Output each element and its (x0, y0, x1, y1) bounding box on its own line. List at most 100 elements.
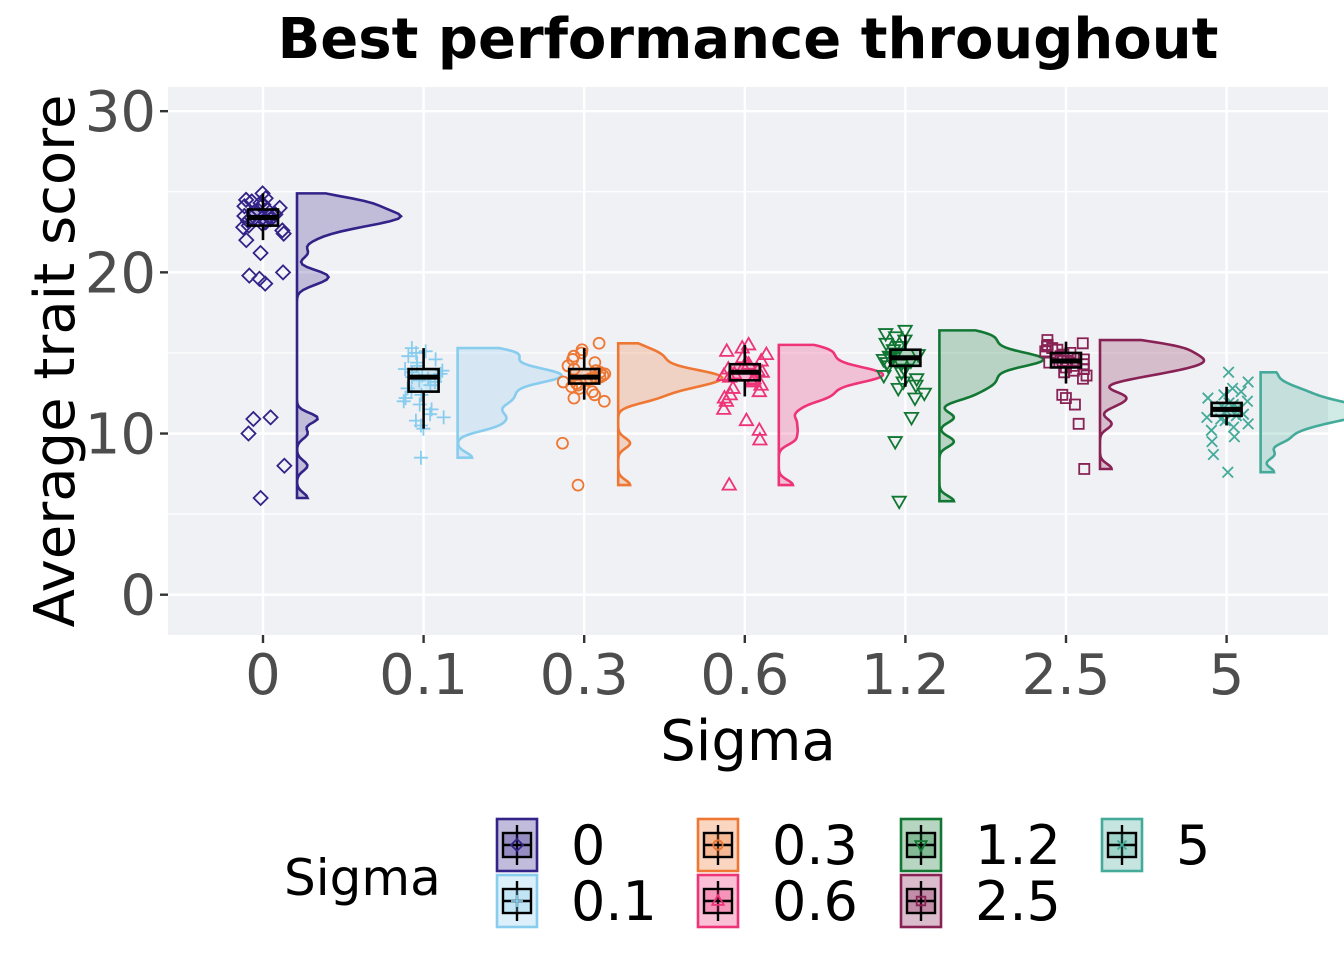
data-point (240, 217, 258, 234)
data-point (875, 370, 892, 385)
data-point (567, 391, 581, 405)
data-point (751, 382, 768, 398)
legend-label: 0.1 (571, 870, 657, 933)
data-point (877, 328, 894, 343)
data-point (1206, 435, 1218, 448)
data-point (257, 214, 274, 231)
legend-key (899, 817, 943, 873)
data-point (1235, 385, 1247, 398)
data-point (715, 400, 732, 415)
x-tick-label: 0.1 (379, 643, 468, 708)
data-point (1228, 430, 1241, 443)
boxplots (246, 193, 1243, 429)
data-point (721, 368, 738, 383)
data-point (276, 457, 293, 475)
data-point (237, 191, 255, 209)
data-point (241, 267, 258, 284)
x-tick-label: 2.5 (1021, 643, 1110, 708)
legend-key-marker (913, 840, 929, 853)
data-point (556, 436, 569, 450)
data-point (1202, 392, 1214, 404)
data-point (1080, 369, 1093, 382)
data-point (575, 346, 588, 360)
data-point (1205, 424, 1218, 437)
legend-key (495, 817, 539, 873)
box-body (407, 367, 440, 393)
data-point (236, 197, 253, 215)
legend-label: 2.5 (975, 870, 1061, 933)
data-point (1059, 392, 1072, 405)
y-tick-label: 30 (85, 80, 156, 145)
legend-key-marker (710, 893, 726, 906)
data-point (1077, 372, 1089, 385)
data-point (238, 231, 255, 249)
data-point (423, 407, 438, 422)
density-cloud (1098, 338, 1206, 471)
legend-label: 0.6 (772, 870, 858, 933)
legend-key (696, 873, 740, 929)
x-tick-label: 0.3 (540, 643, 629, 708)
data-point (888, 347, 905, 362)
data-point (588, 388, 601, 402)
data-point (1221, 466, 1234, 479)
data-point (1056, 388, 1069, 401)
data-point (571, 478, 585, 492)
data-point (396, 394, 411, 409)
data-point (401, 349, 416, 364)
data-point (256, 275, 274, 292)
data-point (418, 344, 433, 359)
legend-title: Sigma (284, 849, 441, 907)
data-point (1078, 463, 1091, 475)
data-point (1207, 448, 1220, 461)
chart-title: Best performance throughout (278, 7, 1219, 72)
y-tick-label: 0 (120, 564, 156, 629)
data-point (751, 431, 769, 446)
density-clouds (295, 192, 1344, 503)
data-point (1072, 417, 1085, 430)
x-axis-title: Sigma (660, 709, 836, 774)
legend-label: 0 (571, 814, 605, 877)
x-tick-label: 0 (245, 643, 281, 708)
data-point (1226, 382, 1239, 395)
data-point (586, 385, 599, 398)
y-axis: 0 10 20 30 (85, 80, 168, 629)
legend-label: 5 (1176, 814, 1210, 877)
density-cloud (456, 346, 564, 460)
density-cloud (777, 343, 885, 487)
legend-label: 1.2 (975, 814, 1061, 877)
legend-key (899, 873, 943, 929)
legend-key-marker (1116, 839, 1128, 851)
data-point (240, 425, 257, 442)
data-point (271, 199, 288, 217)
data-point (252, 244, 269, 262)
legend-key (495, 873, 539, 929)
x-tick-label: 5 (1209, 643, 1245, 708)
x-axis: 0 0.1 0.3 0.6 1.2 2.5 5 (245, 635, 1244, 708)
data-point (890, 382, 907, 398)
data-point (409, 345, 424, 360)
legend-key-marker (712, 839, 724, 851)
legend-key-marker (915, 895, 927, 907)
y-axis-title: Average trait score (23, 95, 88, 628)
density-cloud (616, 341, 724, 487)
density-cloud (1259, 370, 1344, 474)
data-point (1076, 337, 1089, 350)
data-point (907, 379, 925, 394)
data-point (413, 450, 428, 465)
legend-label: 0.3 (772, 814, 858, 877)
data-point (1227, 421, 1240, 433)
data-point (1242, 376, 1255, 388)
data-point (1219, 414, 1232, 427)
data-point (398, 391, 413, 406)
data-point (1242, 417, 1255, 430)
data-point (413, 418, 428, 433)
data-point (274, 264, 292, 281)
legend: Sigma 00.1 0.30.6 1.22.5 5 (284, 814, 1210, 933)
data-point (414, 387, 429, 402)
data-point (758, 345, 775, 361)
data-point (1222, 366, 1235, 379)
data-point (245, 410, 262, 428)
data-point (252, 489, 269, 507)
data-point (891, 495, 908, 511)
legend-key (696, 817, 740, 873)
